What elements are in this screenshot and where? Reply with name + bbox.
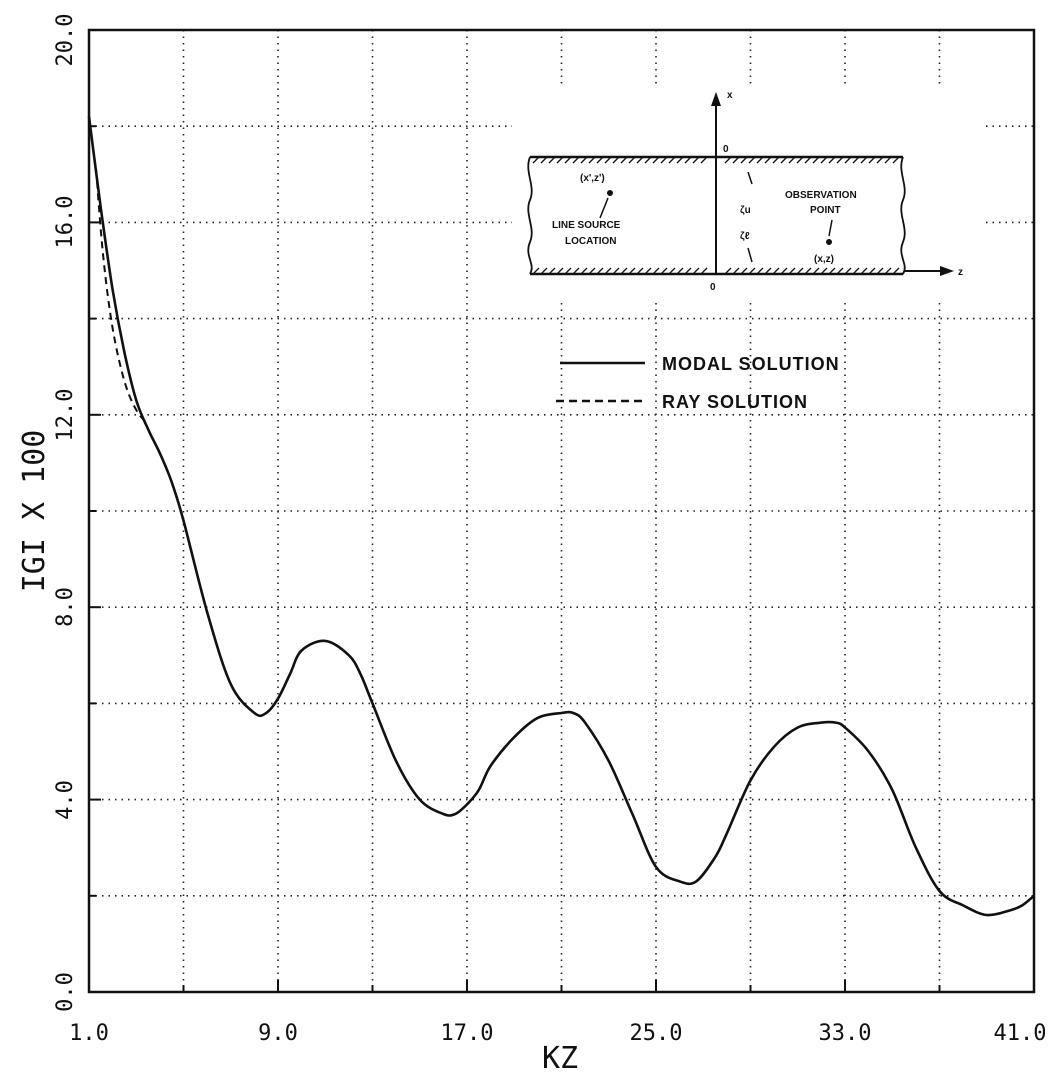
y-tick-label: 12.0 xyxy=(53,389,78,442)
y-axis-title: IGI X 100 xyxy=(17,430,52,593)
inset-observation-arrow xyxy=(828,219,833,237)
inset-zeta-lower-arrow xyxy=(747,247,753,263)
x-tick-label: 25.0 xyxy=(630,1021,683,1046)
series-line-modal xyxy=(87,116,1035,917)
inset-zeta-upper: ζu xyxy=(740,205,751,216)
x-axis-title: KZ xyxy=(542,1041,578,1074)
inset-source-coord: (x',z') xyxy=(580,173,605,184)
inset-left-break xyxy=(527,156,533,275)
inset-background xyxy=(512,86,984,300)
y-tick-label: 4.0 xyxy=(53,780,78,820)
inset-z-axis-label: z xyxy=(958,267,963,278)
inset-z-arrowhead xyxy=(940,266,954,276)
x-tick-label: 41.0 xyxy=(994,1021,1047,1046)
inset-source-arrow xyxy=(599,197,609,219)
x-tick-label: 33.0 xyxy=(819,1021,872,1046)
inset-right-break xyxy=(900,156,906,275)
inset-line-source-label-1: LINE SOURCE xyxy=(552,220,621,231)
y-tick-label: 8.0 xyxy=(53,587,78,627)
inset-top-hatch xyxy=(532,156,900,164)
inset-x-arrowhead xyxy=(711,92,721,106)
x-tick-label: 1.0 xyxy=(69,1021,109,1046)
legend: MODAL SOLUTION RAY SOLUTION xyxy=(556,354,840,412)
inset-source-point xyxy=(607,190,613,196)
inset-bottom-origin: 0 xyxy=(710,282,716,293)
x-tick-label: 17.0 xyxy=(441,1021,494,1046)
inset-top-origin: 0 xyxy=(723,144,729,155)
inset-x-axis-label: x xyxy=(727,90,733,101)
inset-observation-label-1: OBSERVATION xyxy=(785,190,857,201)
y-tick-label: 20.0 xyxy=(53,14,78,67)
series-lines xyxy=(87,116,1035,917)
series-line-ray xyxy=(95,169,149,426)
axis-ticks xyxy=(88,29,1035,993)
x-tick-label: 9.0 xyxy=(258,1021,298,1046)
inset-observation-point xyxy=(826,239,832,245)
legend-modal-label: MODAL SOLUTION xyxy=(662,354,840,374)
inset-line-source-label-2: LOCATION xyxy=(565,236,616,247)
legend-ray-label: RAY SOLUTION xyxy=(662,392,808,412)
inset-diagram: x z 0 0 (x',z') LINE SOURCE LOCATION OBS… xyxy=(512,86,984,300)
inset-zeta-lower: ζℓ xyxy=(740,231,750,242)
inset-observation-coord: (x,z) xyxy=(814,254,834,265)
y-tick-label: 0.0 xyxy=(53,972,78,1012)
inset-zeta-upper-arrow xyxy=(747,171,753,185)
y-tick-label: 16.0 xyxy=(53,196,78,249)
inset-bottom-hatch xyxy=(532,267,900,275)
inset-observation-label-2: POINT xyxy=(810,205,841,216)
grid xyxy=(89,30,1034,992)
